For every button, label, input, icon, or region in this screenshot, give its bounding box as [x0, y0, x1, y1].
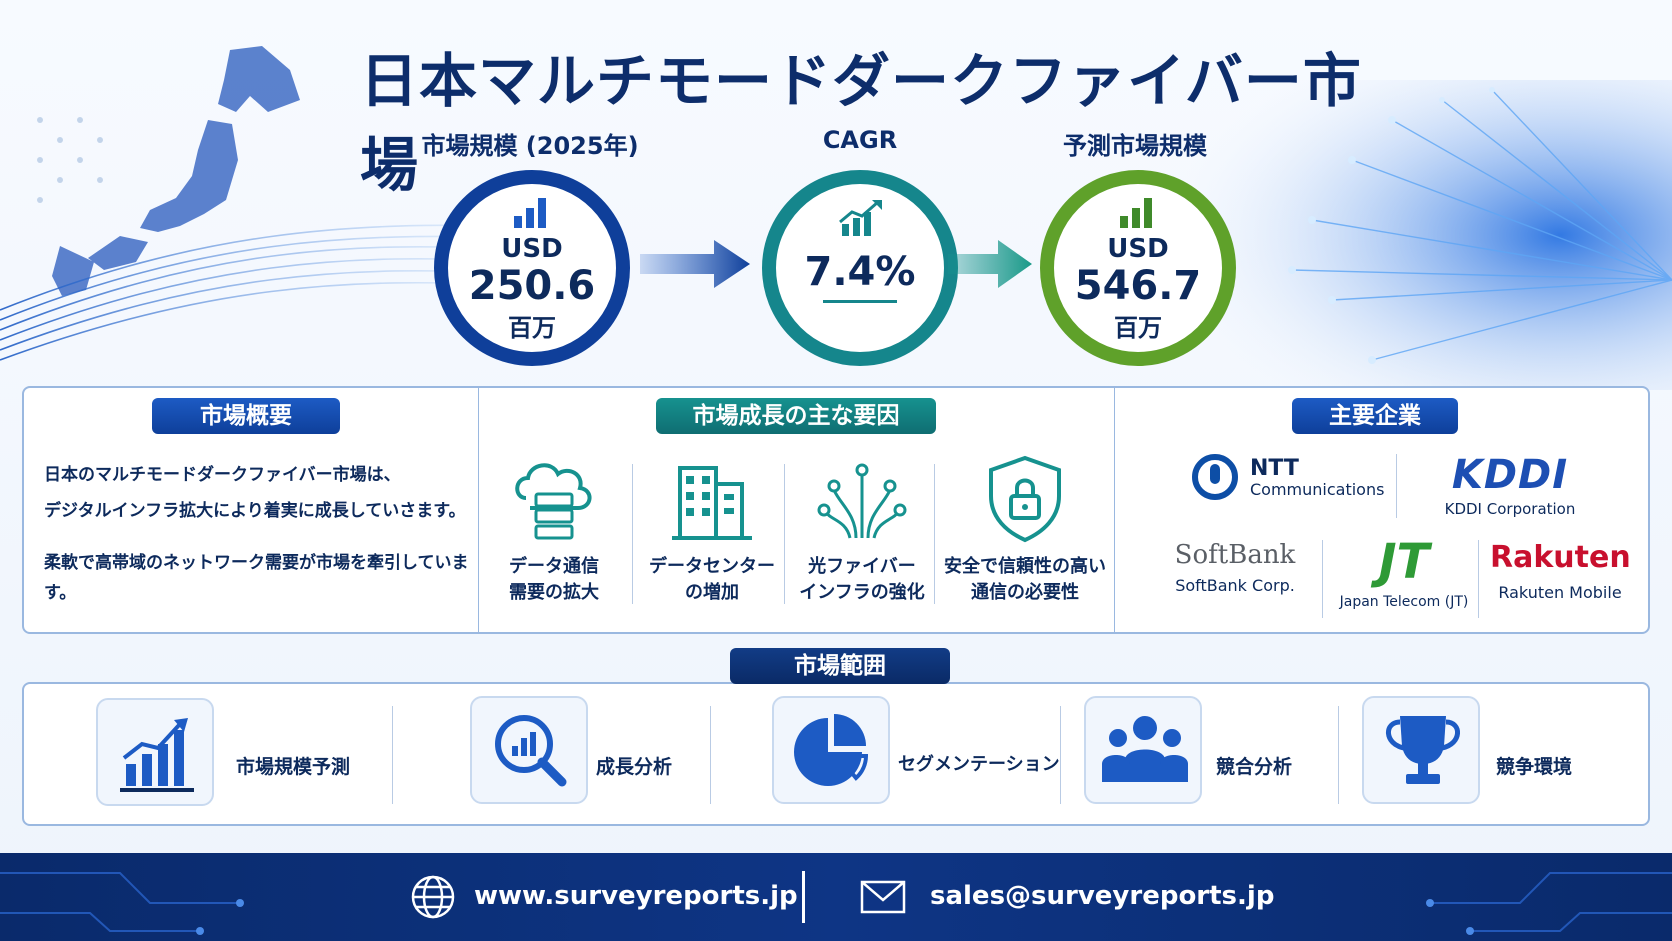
- driver-label-1: データセンター: [649, 556, 775, 577]
- company-rakuten: Rakuten Rakuten Mobile: [1490, 540, 1631, 602]
- growth-chart-icon: [839, 200, 882, 236]
- company-divider: [1396, 454, 1397, 518]
- metric-prefix: USD: [501, 234, 563, 264]
- scope-label: セグメンテーション: [898, 754, 1060, 775]
- metric-circle-market-size: USD 250.6 百万: [434, 170, 630, 366]
- metric-prefix: USD: [1107, 234, 1169, 264]
- driver-label-1: 光ファイバー: [808, 556, 916, 577]
- dot-pattern: [37, 117, 103, 203]
- drivers-heading: 市場成長の主な要因: [656, 398, 936, 434]
- circuit-decoration: [0, 872, 1672, 935]
- metric-unit: 百万: [1114, 314, 1162, 342]
- globe-icon: [411, 875, 455, 919]
- footer-divider: [802, 871, 805, 923]
- jt-logo-text: JT: [1378, 534, 1430, 590]
- metric-circle-cagr: 7.4%: [762, 170, 958, 366]
- panel-divider: [478, 388, 479, 632]
- metric-unit: 百万: [508, 314, 556, 342]
- scope-label: 市場規模予測: [236, 756, 351, 778]
- magnifier-chart-icon: [495, 715, 567, 787]
- driver-item: データセンター の増加: [638, 454, 786, 606]
- company-softbank: SoftBank SoftBank Corp.: [1150, 540, 1320, 595]
- building-icon: [672, 466, 752, 540]
- driver-item: データ通信 需要の拡大: [484, 454, 624, 606]
- scope-label: 競合分析: [1216, 756, 1293, 778]
- rakuten-sub: Rakuten Mobile: [1498, 583, 1622, 602]
- metric-circle-forecast: USD 546.7 百万: [1040, 170, 1236, 366]
- driver-item: 安全で信頼性の高い 通信の必要性: [938, 454, 1112, 606]
- footer-website-link[interactable]: www.surveyreports.jp: [474, 881, 798, 911]
- page-title: 日本マルチモードダークファイバー市場: [360, 47, 1362, 199]
- scope-tile: [772, 696, 890, 804]
- metric-label-cagr: CAGR: [822, 126, 898, 154]
- driver-label-2: 通信の必要性: [971, 582, 1079, 603]
- driver-divider: [784, 464, 785, 604]
- people-group-icon: [1102, 716, 1188, 782]
- panel-divider: [1114, 388, 1115, 632]
- shield-lock-icon: [989, 455, 1061, 543]
- metric-value-forecast: 546.7: [1074, 263, 1202, 309]
- overview-line-2: デジタルインフラ拡大により着実に成長していさます。: [44, 501, 466, 521]
- metric-value-cagr: 7.4%: [804, 249, 916, 295]
- metric-value-market-size: 250.6: [468, 263, 596, 309]
- arrow-right-icon: [640, 240, 750, 288]
- cloud-server-icon: [515, 463, 592, 540]
- scope-tile: [1362, 696, 1480, 804]
- bar-chart-icon: [514, 198, 546, 228]
- bar-chart-up-icon: [120, 718, 194, 792]
- driver-label-1: 安全で信頼性の高い: [944, 556, 1106, 577]
- overview-line-1: 日本のマルチモードダークファイバー市場は、: [44, 465, 401, 485]
- company-divider: [1478, 540, 1479, 618]
- arrow-right-icon: [948, 240, 1032, 288]
- scope-divider: [710, 706, 711, 804]
- scope-divider: [1060, 706, 1061, 804]
- footer-email-link[interactable]: sales@surveyreports.jp: [930, 881, 1275, 911]
- cagr-underline: [823, 300, 897, 303]
- driver-label-2: 需要の拡大: [509, 582, 599, 603]
- company-kddi: KDDI KDDI Corporation: [1420, 452, 1600, 518]
- driver-label-1: データ通信: [509, 556, 599, 577]
- overview-heading: 市場概要: [152, 398, 340, 434]
- company-jt: JT Japan Telecom (JT): [1330, 536, 1478, 610]
- scope-label: 成長分析: [596, 756, 673, 778]
- rakuten-logo-text: Rakuten: [1490, 540, 1631, 575]
- scope-tile: [96, 698, 214, 806]
- ntt-logo-icon: [1192, 454, 1238, 500]
- footer: www.surveyreports.jp sales@surveyreports…: [0, 853, 1672, 941]
- softbank-sub: SoftBank Corp.: [1175, 576, 1295, 595]
- metric-label-market-size: 市場規模 (2025年): [421, 132, 639, 160]
- kddi-sub: KDDI Corporation: [1444, 500, 1576, 518]
- scope-heading: 市場範囲: [730, 648, 950, 684]
- jt-sub: Japan Telecom (JT): [1339, 594, 1469, 610]
- ntt-logo-text: NTT: [1250, 456, 1299, 481]
- company-divider: [1322, 540, 1323, 618]
- ntt-sub: Communications: [1250, 480, 1385, 499]
- metric-label-forecast: 予測市場規模: [1063, 132, 1207, 160]
- scope-tile: [470, 696, 588, 804]
- driver-label-2: インフラの強化: [799, 582, 925, 603]
- scope-divider: [392, 706, 393, 804]
- pie-chart-icon: [794, 714, 869, 786]
- driver-label-2: の増加: [685, 582, 739, 603]
- scope-tile: [1084, 696, 1202, 804]
- scope-divider: [1338, 706, 1339, 804]
- scope-label: 競争環境: [1496, 756, 1573, 778]
- driver-item: 光ファイバー インフラの強化: [788, 454, 936, 606]
- fiber-circuit-icon: [817, 463, 907, 539]
- bar-chart-icon: [1120, 198, 1152, 228]
- kddi-logo-text: KDDI: [1451, 452, 1569, 498]
- overview-line-3: 柔軟で高帯域のネットワーク需要が市場を牽引しています。: [44, 553, 469, 603]
- driver-divider: [632, 464, 633, 604]
- trophy-icon: [1386, 716, 1460, 784]
- envelope-icon: [860, 880, 906, 914]
- softbank-logo-text: SoftBank: [1174, 540, 1296, 570]
- japan-map-icon: [52, 46, 300, 296]
- companies-heading: 主要企業: [1292, 398, 1458, 434]
- driver-divider: [934, 464, 935, 604]
